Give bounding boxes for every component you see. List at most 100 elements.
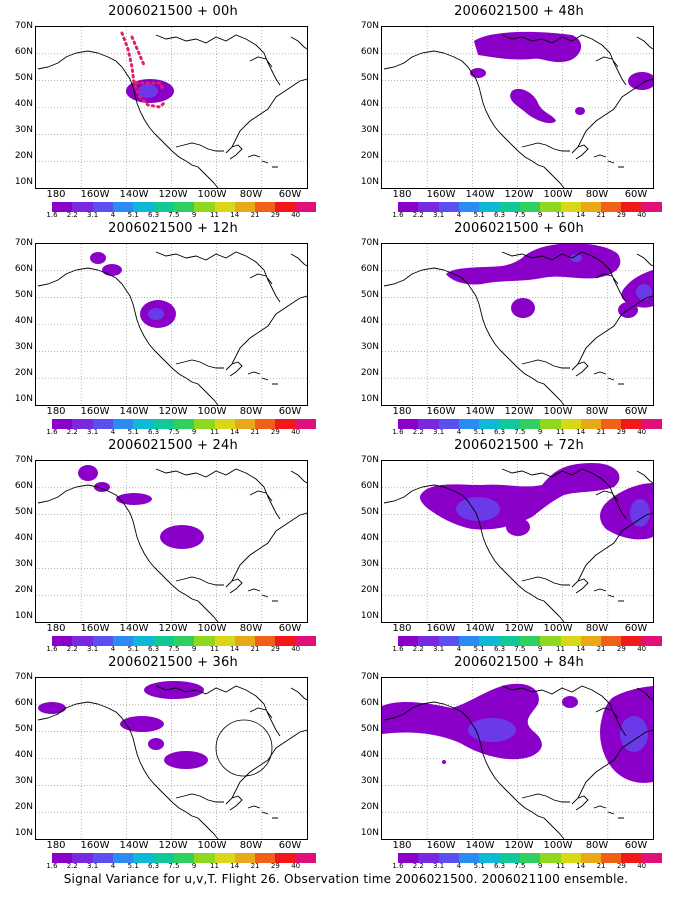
colorbar-swatch (398, 636, 419, 646)
colorbar-label: 9 (191, 211, 197, 219)
colorbar-label: 29 (616, 862, 626, 870)
colorbar-swatch (398, 202, 419, 212)
lat-tick-label: 40N (14, 533, 33, 543)
colorbar-label: 21 (250, 862, 260, 870)
variance-region (456, 497, 500, 521)
lon-tick-label: 60W (624, 840, 648, 851)
colorbar-swatch (621, 853, 642, 863)
colorbar-label: 21 (250, 211, 260, 219)
figure-caption: Signal Variance for u,v,T. Flight 26. Ob… (63, 872, 629, 886)
lat-tick-label: 70N (360, 455, 379, 465)
lat-tick-label: 50N (14, 290, 33, 300)
colorbar-label: 14 (576, 211, 586, 219)
variance-region (510, 88, 556, 124)
flight-track (120, 31, 168, 109)
colorbar-label: 21 (250, 645, 260, 653)
lon-tick-label: 60W (278, 623, 302, 634)
colorbar-swatch (234, 636, 256, 646)
lat-tick-label: 40N (14, 99, 33, 109)
colorbar-swatch (479, 636, 500, 646)
colorbar-swatch (234, 853, 256, 863)
lat-tick-label: 10N (14, 394, 33, 404)
colorbar-swatch (92, 202, 113, 212)
colorbar-swatch (560, 202, 581, 212)
map-panel: 2006021500 + 72h 70N 60N 50N 40N 30N 20N 10N 180… (346, 434, 692, 653)
colorbar-swatch (295, 419, 317, 429)
colorbar-label: 7.5 (514, 862, 526, 870)
lon-tick-label: 180 (392, 189, 412, 200)
colorbar-label: 1.6 (46, 428, 58, 436)
grid-lines (36, 244, 307, 405)
colorbar-swatch (275, 636, 296, 646)
grid-lines (36, 678, 307, 839)
lon-tick-label: 120W (158, 406, 188, 417)
lat-tick-label: 70N (14, 238, 33, 248)
colorbar (398, 202, 663, 212)
lon-tick-label: 120W (158, 623, 188, 634)
colorbar-label: 3.1 (87, 862, 99, 870)
colorbar-swatch (275, 419, 296, 429)
colorbar-label: 29 (616, 428, 626, 436)
variance-region (102, 264, 122, 276)
colorbar-label: 4 (456, 211, 462, 219)
colorbar-label: 14 (576, 428, 586, 436)
colorbar-swatch (458, 853, 480, 863)
colorbar-swatch (519, 853, 541, 863)
lon-tick-label: 160W (426, 189, 456, 200)
lat-tick-label: 60N (360, 47, 379, 57)
colorbar-swatch (499, 853, 520, 863)
colorbar-swatch (519, 636, 541, 646)
map-panel: 2006021500 + 48h 70N 60N 50N 40N 30N 20N 10N 180… (346, 0, 692, 219)
colorbar-label: 9 (191, 645, 197, 653)
colorbar-swatch (153, 853, 174, 863)
lon-tick-label: 80W (239, 189, 263, 200)
colorbar-swatch (295, 853, 317, 863)
colorbar-label: 2.2 (412, 645, 424, 653)
colorbar-swatch (560, 636, 581, 646)
colorbar-label: 29 (270, 862, 280, 870)
colorbar-label: 6.3 (147, 428, 160, 436)
colorbar-swatch (580, 419, 602, 429)
colorbar-swatch (72, 419, 93, 429)
lon-tick-label: 160W (426, 406, 456, 417)
lon-tick-label: 60W (278, 406, 302, 417)
colorbar-swatch (112, 419, 134, 429)
colorbar-label: 2.2 (66, 645, 78, 653)
colorbar-swatch (173, 202, 195, 212)
colorbar-swatch (214, 853, 235, 863)
colorbar (398, 853, 663, 863)
colorbar-label: 40 (637, 862, 647, 870)
lon-tick-label: 180 (46, 189, 66, 200)
lat-tick-label: 40N (360, 316, 379, 326)
colorbar-swatch (255, 636, 276, 646)
lon-tick-label: 160W (80, 406, 110, 417)
panel-title: 2006021500 + 36h (108, 655, 238, 670)
variance-region (562, 696, 578, 708)
colorbar-label: 4 (110, 862, 116, 870)
colorbar-swatch (519, 419, 541, 429)
colorbar-label: 1.6 (46, 862, 58, 870)
lat-tick-label: 10N (14, 828, 33, 838)
colorbar (398, 636, 663, 646)
colorbar-swatch (621, 419, 642, 429)
colorbar-swatch (133, 853, 154, 863)
colorbar-label: 7.5 (514, 428, 526, 436)
colorbar-swatch (601, 853, 622, 863)
lon-tick-label: 120W (158, 840, 188, 851)
variance-region (164, 751, 208, 769)
lat-tick-label: 40N (14, 750, 33, 760)
lon-tick-label: 120W (504, 189, 534, 200)
colorbar-swatch (458, 636, 480, 646)
map-plot-area (35, 26, 308, 189)
lat-tick-label: 60N (14, 264, 33, 274)
map-plot-area (381, 26, 654, 189)
colorbar-swatch (255, 202, 276, 212)
colorbar-swatch (641, 853, 663, 863)
colorbar-label: 14 (576, 862, 586, 870)
colorbar-swatch (621, 202, 642, 212)
colorbar-label: 40 (291, 428, 301, 436)
lon-tick-label: 80W (585, 623, 609, 634)
lon-tick-label: 100W (197, 840, 227, 851)
panel-title: 2006021500 + 12h (108, 221, 238, 236)
colorbar-swatch (153, 202, 174, 212)
